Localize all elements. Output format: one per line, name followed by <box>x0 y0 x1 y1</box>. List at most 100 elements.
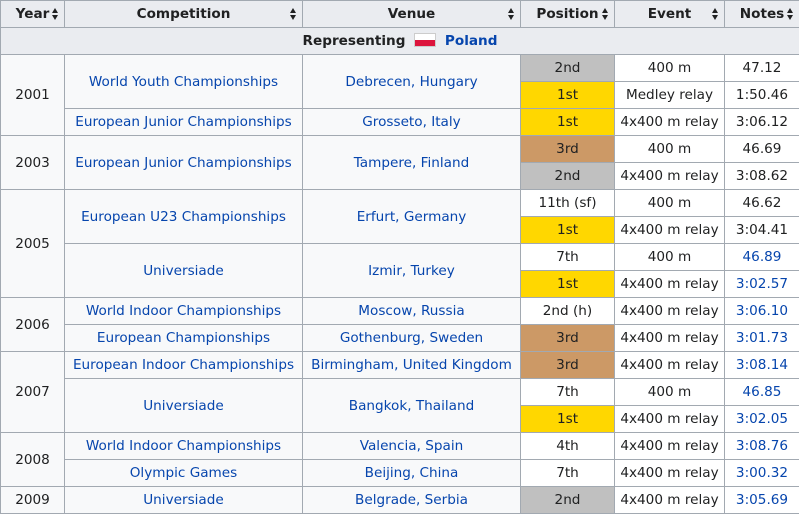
competition-link[interactable]: European Junior Championships <box>75 154 292 171</box>
header-position-label: Position <box>536 6 599 22</box>
event-cell: 400 m <box>614 54 725 82</box>
position-cell: 1st <box>520 216 615 244</box>
header-notes[interactable]: Notes <box>724 0 799 28</box>
sort-icon[interactable] <box>712 8 719 20</box>
venue-link[interactable]: Debrecen, Hungary <box>345 73 478 90</box>
venue-link[interactable]: Beijing, China <box>364 465 459 481</box>
notes-cell: 3:05.69 <box>724 486 799 514</box>
notes-link[interactable]: 46.89 <box>742 249 782 265</box>
venue-link[interactable]: Belgrade, Serbia <box>355 492 468 508</box>
notes-cell: 3:06.10 <box>724 297 799 325</box>
notes-cell: 3:00.32 <box>724 459 799 487</box>
notes-cell: 3:02.57 <box>724 270 799 298</box>
position-cell: 3rd <box>520 324 615 352</box>
position-cell: 1st <box>520 81 615 109</box>
position-cell: 3rd <box>520 351 615 379</box>
venue-cell: Grosseto, Italy <box>302 108 521 136</box>
competition-cell: European Junior Championships <box>64 135 303 190</box>
sort-icon[interactable] <box>508 8 515 20</box>
notes-link[interactable]: 3:06.10 <box>735 303 789 319</box>
notes-cell: 46.89 <box>724 243 799 271</box>
competition-cell: Universiade <box>64 378 303 433</box>
notes-cell: 3:01.73 <box>724 324 799 352</box>
country-link[interactable]: Poland <box>444 33 498 49</box>
venue-link[interactable]: Bangkok, Thailand <box>348 397 475 414</box>
competition-link[interactable]: World Indoor Championships <box>85 303 282 319</box>
competition-cell: European Championships <box>64 324 303 352</box>
venue-link[interactable]: Erfurt, Germany <box>356 208 467 225</box>
event-cell: 4x400 m relay <box>614 162 725 190</box>
competition-link[interactable]: Olympic Games <box>129 465 238 481</box>
sort-icon[interactable] <box>290 8 297 20</box>
competition-cell: Universiade <box>64 486 303 514</box>
event-cell: 4x400 m relay <box>614 351 725 379</box>
table-row: European Junior Championships Grosseto, … <box>1 108 799 136</box>
competition-link[interactable]: European Championships <box>96 330 271 346</box>
position-cell: 7th <box>520 459 615 487</box>
table-row: 1st 4x400 m relay 3:04.41 <box>1 216 799 244</box>
venue-cell: Debrecen, Hungary <box>302 54 521 109</box>
competition-link[interactable]: World Indoor Championships <box>85 438 282 454</box>
representing-row: Representing Poland <box>0 27 799 55</box>
position-cell: 7th <box>520 243 615 271</box>
notes-cell: 3:08.14 <box>724 351 799 379</box>
notes-cell: 46.85 <box>724 378 799 406</box>
header-venue[interactable]: Venue <box>302 0 521 28</box>
table-row: 2009 Universiade Belgrade, Serbia 2nd 4x… <box>0 486 799 514</box>
header-event-label: Event <box>647 6 692 22</box>
notes-link[interactable]: 3:08.14 <box>735 357 789 373</box>
position-cell: 1st <box>520 405 615 433</box>
event-cell: 4x400 m relay <box>614 459 725 487</box>
venue-cell: Valencia, Spain <box>302 432 521 460</box>
header-year[interactable]: Year <box>0 0 65 28</box>
table-row: 2nd 4x400 m relay 3:08.62 <box>1 162 799 190</box>
venue-cell: Beijing, China <box>302 459 521 487</box>
venue-link[interactable]: Moscow, Russia <box>358 303 465 319</box>
competition-link[interactable]: European Indoor Championships <box>72 357 295 373</box>
event-cell: 4x400 m relay <box>614 405 725 433</box>
venue-link[interactable]: Izmir, Turkey <box>368 262 455 279</box>
notes-link[interactable]: 3:01.73 <box>735 330 789 346</box>
venue-link[interactable]: Gothenburg, Sweden <box>339 330 484 346</box>
event-cell: 4x400 m relay <box>614 297 725 325</box>
header-position[interactable]: Position <box>520 0 615 28</box>
sort-icon[interactable] <box>787 8 794 20</box>
year-cell: 2007 <box>0 351 65 433</box>
competition-link[interactable]: Universiade <box>143 492 224 508</box>
venue-cell: Gothenburg, Sweden <box>302 324 521 352</box>
header-event[interactable]: Event <box>614 0 725 28</box>
notes-link[interactable]: 3:05.69 <box>735 492 789 508</box>
notes-link[interactable]: 3:08.76 <box>735 438 789 454</box>
year-cell: 2001 <box>0 54 65 136</box>
venue-link[interactable]: Birmingham, United Kingdom <box>311 357 512 373</box>
competition-link[interactable]: European Junior Championships <box>75 114 292 130</box>
position-cell: 3rd <box>520 135 615 163</box>
competition-link[interactable]: World Youth Championships <box>88 73 279 90</box>
sort-icon[interactable] <box>602 8 609 20</box>
table-row: 2006 World Indoor Championships Moscow, … <box>0 297 799 352</box>
year-cell: 2008 <box>0 432 65 487</box>
venue-link[interactable]: Valencia, Spain <box>359 438 464 454</box>
event-cell: 4x400 m relay <box>614 486 725 514</box>
notes-link[interactable]: 3:02.05 <box>735 411 789 427</box>
venue-link[interactable]: Tampere, Finland <box>353 154 470 171</box>
venue-link[interactable]: Grosseto, Italy <box>362 114 461 130</box>
competition-link[interactable]: Universiade <box>143 262 224 279</box>
event-cell: 400 m <box>614 189 725 217</box>
results-table: Year Competition Venue Position Event No… <box>0 0 799 514</box>
table-row: Olympic Games Beijing, China 7th 4x400 m… <box>1 459 799 487</box>
notes-link[interactable]: 46.85 <box>742 384 782 400</box>
competition-link[interactable]: European U23 Championships <box>81 208 286 225</box>
notes-cell: 3:06.12 <box>724 108 799 136</box>
notes-link[interactable]: 3:00.32 <box>735 465 789 481</box>
header-competition[interactable]: Competition <box>64 0 303 28</box>
year-cell: 2003 <box>0 135 65 190</box>
event-cell: 400 m <box>614 135 725 163</box>
table-row: Universiade Izmir, Turkey 7th 400 m 46.8… <box>1 243 799 298</box>
competition-link[interactable]: Universiade <box>143 397 224 414</box>
position-cell: 2nd <box>520 162 615 190</box>
sort-icon[interactable] <box>52 8 59 20</box>
header-competition-label: Competition <box>136 6 231 22</box>
position-cell: 4th <box>520 432 615 460</box>
notes-link[interactable]: 3:02.57 <box>735 276 789 292</box>
